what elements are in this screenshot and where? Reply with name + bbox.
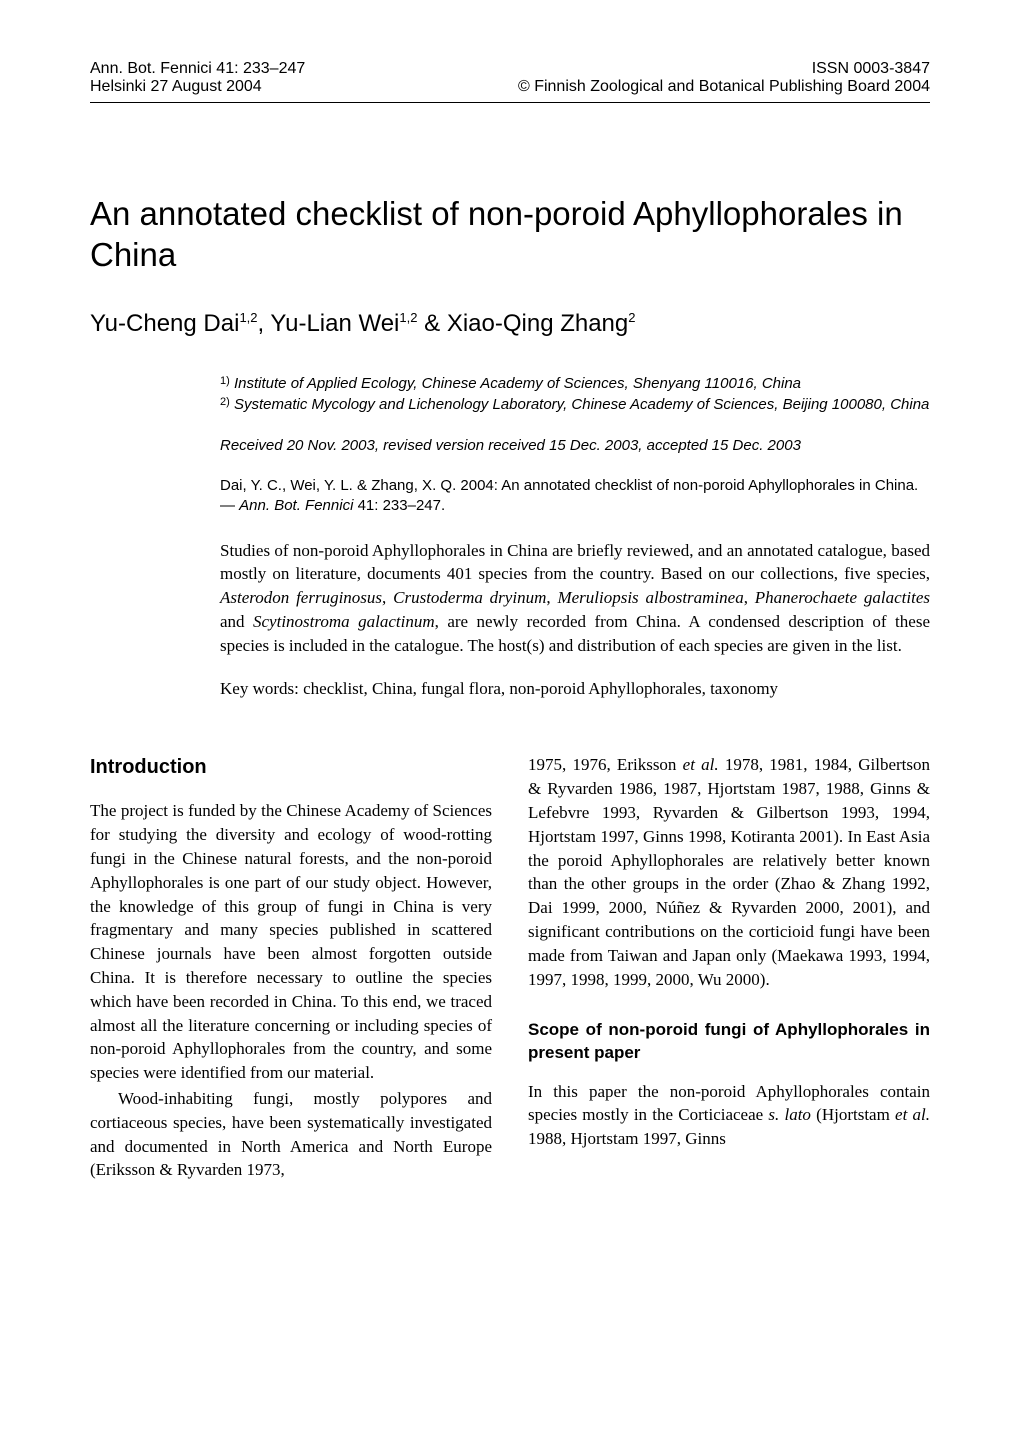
citation-journal: Ann. Bot. Fennici [239, 497, 353, 514]
species-name: Mer­uliopsis albostraminea [557, 588, 743, 607]
species-name: Asterodon ferruginosus [220, 588, 382, 607]
keywords: Key words: checklist, China, fungal flor… [220, 679, 930, 699]
body-text: (Hjortstam [811, 1105, 895, 1124]
species-name: Crustoderma dryinum [393, 588, 546, 607]
affiliation-marker: 2) [220, 395, 234, 415]
body-paragraph: 1975, 1976, Eriksson et al. 1978, 1981, … [528, 753, 930, 991]
affiliation-row: 2) Systematic Mycology and Lichenology L… [220, 395, 930, 415]
body-columns: Introduction The project is funded by th… [90, 753, 930, 1184]
body-text: 1975, 1976, Eriksson [528, 755, 683, 774]
header-left: Ann. Bot. Fennici 41: 233–247 Helsinki 2… [90, 60, 305, 96]
species-name: Scytinostroma galactinum [253, 612, 435, 631]
running-header: Ann. Bot. Fennici 41: 233–247 Helsinki 2… [90, 60, 930, 103]
latin-abbrev: s. lato [768, 1105, 811, 1124]
body-text: 1978, 1981, 1984, Gilbertson & Ryvarden … [528, 755, 930, 988]
pub-location-date: Helsinki 27 August 2004 [90, 78, 305, 96]
affiliation-text: Institute of Applied Ecology, Chinese Ac… [234, 374, 930, 394]
header-right: ISSN 0003-3847 © Finnish Zoological and … [518, 60, 930, 96]
abstract-text: Studies of non-poroid Aphyllophorales in… [220, 541, 930, 584]
abstract-sep: and [220, 612, 253, 631]
journal-volume: Ann. Bot. Fennici 41: 233–247 [90, 60, 305, 78]
author-list: Yu-Cheng Dai1,2, Yu-Lian Wei1,2 & Xiao-Q… [90, 310, 930, 338]
body-paragraph: In this paper the non-poroid Aphyllophor… [528, 1080, 930, 1151]
vertical-spacer [528, 993, 930, 1019]
subsection-heading-scope: Scope of non-poroid fungi of Aphyllophor… [528, 1019, 930, 1063]
body-paragraph: Wood-inhabiting fungi, mostly polypores … [90, 1087, 492, 1182]
section-heading-introduction: Introduction [90, 753, 492, 781]
body-text: 1988, Hjortstam 1997, Ginns [528, 1129, 726, 1148]
et-al: et al. [683, 755, 719, 774]
affiliation-marker: 1) [220, 374, 234, 394]
et-al: et al. [895, 1105, 930, 1124]
affiliation-row: 1) Institute of Applied Ecology, Chinese… [220, 374, 930, 394]
received-dates: Received 20 Nov. 2003, revised version r… [220, 437, 930, 454]
affiliation-text: Systematic Mycology and Lichenology Labo… [234, 395, 930, 415]
copyright: © Finnish Zoological and Botanical Publi… [518, 78, 930, 96]
citation-suffix: 41: 233–247. [353, 497, 445, 514]
abstract-sep: , [382, 588, 393, 607]
abstract-sep: , [546, 588, 557, 607]
species-name: Phanerochaete galactites [755, 588, 930, 607]
article-title: An annotated checklist of non-poroid Aph… [90, 193, 930, 276]
body-paragraph: The project is funded by the Chinese Aca… [90, 799, 492, 1085]
affiliations-block: 1) Institute of Applied Ecology, Chinese… [220, 374, 930, 416]
self-citation: Dai, Y. C., Wei, Y. L. & Zhang, X. Q. 20… [220, 476, 930, 517]
issn: ISSN 0003-3847 [518, 60, 930, 78]
abstract: Studies of non-poroid Aphyllophorales in… [220, 539, 930, 658]
abstract-sep: , [744, 588, 755, 607]
